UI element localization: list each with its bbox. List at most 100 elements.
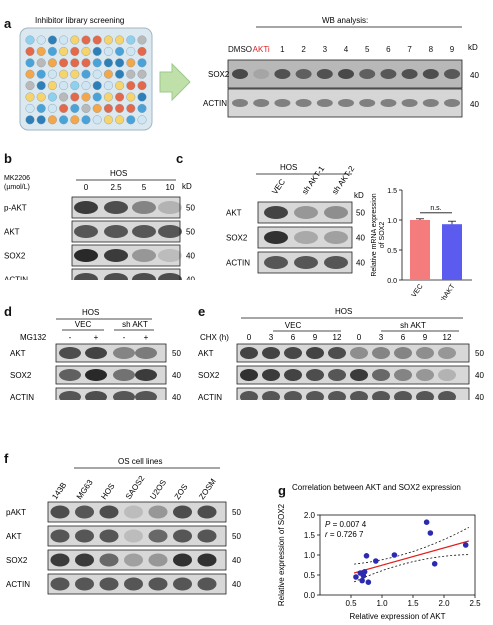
lane-label: U2OS [148, 478, 168, 501]
y-axis-label: of SOX2 [379, 222, 386, 249]
timepoint-label: 0 [357, 333, 362, 342]
panel-g: Correlation between AKT and SOX2 express… [277, 483, 481, 621]
y-tick-label: 1.0 [304, 551, 316, 560]
blot-band [99, 529, 119, 543]
blot-band [264, 206, 288, 219]
treatment-label: CHX (h) [200, 333, 229, 342]
blot-band [50, 529, 70, 543]
blot-band [262, 391, 280, 400]
blot-band [197, 529, 217, 543]
lane-label: DMSO [228, 45, 252, 54]
panel-d-label: d [4, 304, 12, 319]
blot-band [148, 505, 168, 519]
plate-well [36, 35, 46, 45]
arrow-icon [159, 62, 191, 102]
blot-band [74, 201, 98, 214]
plate-well [137, 92, 147, 102]
blot-band [59, 347, 81, 359]
row-label: ACTIN [10, 393, 34, 400]
plate-well [70, 103, 80, 113]
blot-band [158, 201, 182, 214]
blot-band [158, 249, 182, 262]
panel-a: Inhibitor library screening WB analysis:… [19, 16, 479, 131]
blot-band [328, 391, 346, 400]
plate-well [59, 46, 69, 56]
blot-band [113, 369, 135, 381]
data-point [462, 542, 469, 548]
row-label: AKT [6, 532, 22, 541]
plate-well [137, 103, 147, 113]
blot-band [124, 505, 143, 519]
y-tick-label: 0.0 [387, 278, 397, 285]
blot-band [338, 99, 354, 107]
wb-title: WB analysis: [322, 16, 368, 25]
blot-band [401, 99, 418, 107]
mw-label: 40 [470, 71, 479, 80]
y-tick-label: 1.0 [387, 218, 397, 225]
lane-label: 2 [301, 45, 306, 54]
blot-band [274, 99, 291, 107]
group-label: VEC [75, 320, 92, 329]
y-tick-label: 1.5 [387, 188, 397, 195]
blot-band [284, 391, 302, 400]
blot-band [284, 369, 302, 381]
plate-well [115, 115, 125, 125]
x-tick-label: 1.5 [407, 599, 419, 608]
chart-title: Correlation between AKT and SOX2 express… [292, 483, 461, 492]
lane-label: sh AKT-1 [300, 164, 326, 196]
blot-band [50, 553, 70, 567]
blot-band [372, 347, 390, 359]
blot-band [324, 231, 348, 244]
treatment-label: MG132 [20, 333, 47, 342]
plate-well [81, 115, 91, 125]
plate-well [25, 69, 35, 79]
plate-well [25, 46, 35, 56]
plate-well [36, 81, 46, 91]
blot-band [294, 206, 318, 219]
y-axis-label: Relative expression of SOX2 [277, 503, 286, 606]
x-tick-label: VEC [411, 283, 425, 299]
blot-band [240, 347, 258, 359]
plate-well [126, 69, 136, 79]
blot-band [350, 347, 368, 359]
dose-label: 10 [166, 183, 175, 192]
blot-band [350, 369, 368, 381]
blot-band [350, 391, 368, 400]
blot-band [85, 369, 107, 381]
data-point [353, 574, 359, 580]
dose-label: 0 [84, 183, 89, 192]
blot-band [132, 201, 156, 214]
plate-well [36, 103, 46, 113]
y-tick-label: 0.5 [304, 571, 316, 580]
blot-band [132, 225, 156, 238]
lane-label: 7 [407, 45, 412, 54]
plate-title: Inhibitor library screening [35, 16, 124, 25]
blot-band [295, 99, 312, 107]
plate-well [47, 46, 57, 56]
blot-band [416, 391, 434, 400]
blot-band [85, 347, 107, 359]
blot-band [380, 99, 397, 107]
blot-band [359, 69, 376, 79]
plate-well [59, 81, 69, 91]
blot-band [284, 347, 302, 359]
blot-band [74, 273, 98, 280]
mw-label: 50 [475, 349, 484, 358]
row-label: AKT [198, 349, 214, 358]
data-point [391, 552, 398, 558]
plate-well [81, 58, 91, 68]
blot-band [338, 69, 354, 79]
blot-band [124, 553, 143, 567]
plate-well [115, 103, 125, 113]
blot-band [253, 69, 270, 79]
blot-band [135, 347, 157, 359]
treatment-unit: (µmol/L) [4, 184, 30, 191]
blot-band [422, 99, 439, 107]
mw-label: 50 [232, 532, 241, 541]
plate-well [115, 46, 125, 56]
blot-band [75, 553, 94, 567]
blot-band [173, 505, 192, 519]
timepoint-label: 0 [247, 333, 252, 342]
panel-d: HOS VEC sh AKT MG132 - + - + AKT 50 SOX2 40 ACTIN 4… [10, 308, 181, 400]
blot-band [324, 256, 348, 269]
